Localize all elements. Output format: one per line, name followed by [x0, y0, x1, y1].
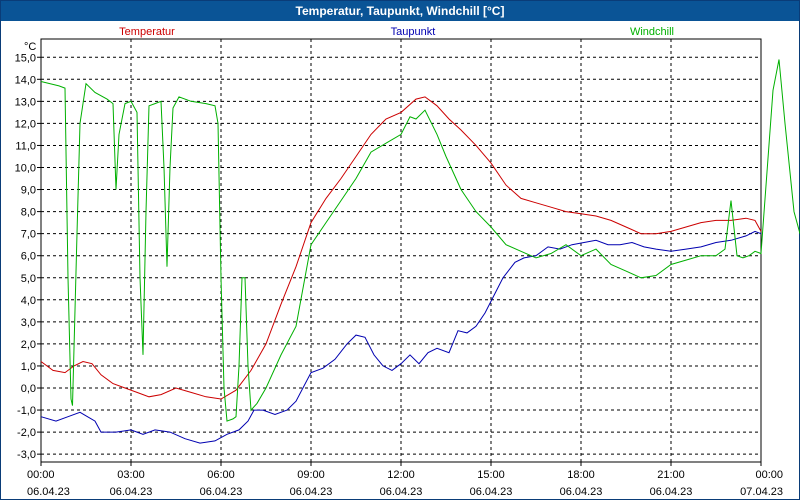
- x-tick-date: 06.04.23: [470, 486, 513, 498]
- x-tick-time: 03:00: [117, 469, 145, 481]
- window-title: Temperatur, Taupunkt, Windchill [°C]: [1, 1, 799, 21]
- y-tick-label: 15,0: [15, 52, 36, 64]
- y-tick-label: -1,0: [17, 405, 36, 417]
- x-tick-time: 06:00: [207, 469, 235, 481]
- y-tick-label: 0,0: [21, 383, 36, 395]
- axis-labels: 15,0 14,0 13,0 12,0 11,0 10,0 9,0 8,0 7,0 6,0 5,0 4…: [15, 41, 783, 498]
- x-tick-date: 06.04.23: [27, 486, 70, 498]
- x-tick-time: 00:00: [755, 469, 783, 481]
- y-tick-label: 6,0: [21, 251, 36, 263]
- y-tick-label: 2,0: [21, 339, 36, 351]
- x-tick-date: 06.04.23: [290, 486, 333, 498]
- y-tick-label: 12,0: [15, 118, 36, 130]
- y-tick-label: 9,0: [21, 185, 36, 197]
- y-tick-label: 7,0: [21, 229, 36, 241]
- x-tick-date: 06.04.23: [650, 486, 693, 498]
- x-tick-date: 06.04.23: [200, 486, 243, 498]
- series-line-taupunkt: [40, 230, 762, 444]
- y-tick-label: 1,0: [21, 361, 36, 373]
- legend-entry-windchill: Windchill: [630, 26, 674, 38]
- x-tick-date: 06.04.23: [560, 486, 603, 498]
- y-tick-label: 11,0: [15, 140, 36, 152]
- y-unit-label: °C: [24, 41, 36, 53]
- legend-entry-temperatur: Temperatur: [119, 26, 175, 38]
- y-tick-label: 3,0: [21, 317, 36, 329]
- y-tick-label: 8,0: [21, 207, 36, 219]
- y-tick-label: -2,0: [17, 427, 36, 439]
- x-tick-date: 06.04.23: [110, 486, 153, 498]
- y-tick-label: -3,0: [17, 449, 36, 461]
- x-tick-date: 06.04.23: [380, 486, 423, 498]
- y-tick-label: 5,0: [21, 273, 36, 285]
- x-tick-time: 00:00: [27, 469, 55, 481]
- x-tick-time: 09:00: [297, 469, 325, 481]
- legend: Temperatur Taupunkt Windchill: [119, 26, 674, 38]
- series-line-temperatur: [40, 96, 762, 400]
- series-line-windchill: [40, 59, 800, 422]
- x-tick-time: 15:00: [477, 469, 505, 481]
- legend-entry-taupunkt: Taupunkt: [391, 26, 436, 38]
- x-tick-time: 12:00: [387, 469, 415, 481]
- grid-lines: [40, 39, 762, 462]
- x-tick-date: 07.04.23: [740, 486, 783, 498]
- x-tick-time: 21:00: [657, 469, 685, 481]
- y-tick-label: 14,0: [15, 74, 36, 86]
- y-tick-label: 4,0: [21, 295, 36, 307]
- series-lines: [40, 59, 800, 444]
- y-tick-label: 13,0: [15, 96, 36, 108]
- x-tick-time: 18:00: [567, 469, 595, 481]
- y-tick-label: 10,0: [15, 163, 36, 175]
